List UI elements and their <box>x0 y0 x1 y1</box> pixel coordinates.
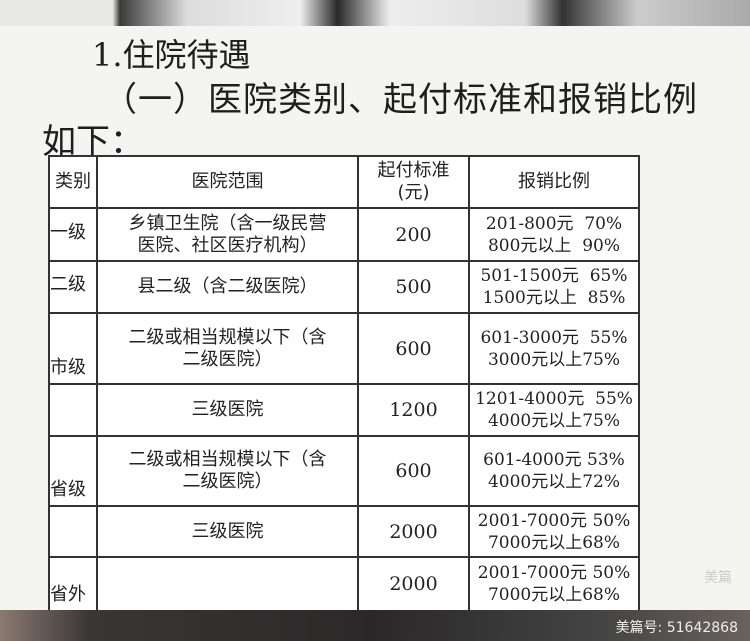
reimbursement-table: 类别 医院范围 起付标准 (元) 报销比例 一级 乡镇卫生院（含一级民营 医院、社区医… <box>48 155 640 612</box>
watermark: 美篇 <box>704 570 732 586</box>
rate-cell: 601-4000元 53% 4000元以上72% <box>468 435 640 507</box>
threshold-cell: 1200 <box>357 383 470 437</box>
scope-cell: 二级或相当规模以下（含 二级医院） <box>96 312 359 385</box>
scope-cell <box>96 556 359 612</box>
header-threshold-unit: (元) <box>397 182 430 203</box>
table-row: 一级 乡镇卫生院（含一级民营 医院、社区医疗机构） 200 201-800元 70% 80… <box>48 207 640 262</box>
category-cell: 一级 <box>48 207 98 262</box>
threshold-cell: 200 <box>357 207 470 262</box>
rate-line: 2001-7000元 50% <box>477 563 631 583</box>
threshold-cell: 2000 <box>357 505 470 558</box>
scope-line: 县二级（含二级医院） <box>137 276 318 297</box>
table-row: 市级 二级或相当规模以下（含 二级医院） 600 601-3000元 55% 3000元以… <box>48 312 640 385</box>
scope-line: 医院、社区医疗机构） <box>137 234 318 256</box>
category-cell: 省外 <box>48 556 98 612</box>
table-row: 三级医院 1200 1201-4000元 55% 4000元以上75% <box>48 383 640 437</box>
category-cell: 二级 <box>48 260 98 314</box>
table-row: 省级 二级或相当规模以下（含 二级医院） 600 601-4000元 53% 4000元以… <box>48 435 640 507</box>
table-header-row: 类别 医院范围 起付标准 (元) 报销比例 <box>48 155 640 209</box>
table-row: 二级 县二级（含二级医院） 500 501-1500元 65% 1500元以上 85% <box>48 260 640 314</box>
rate-line: 601-4000元 53% <box>483 450 625 470</box>
header-rate: 报销比例 <box>468 155 640 209</box>
rate-line: 7000元以上68% <box>487 532 621 553</box>
rate-cell: 2001-7000元 50% 7000元以上68% <box>468 505 640 558</box>
rate-line: 4000元以上72% <box>487 472 621 492</box>
rate-cell: 201-800元 70% 800元以上 90% <box>468 207 640 262</box>
table-row: 省外 2000 2001-7000元 50% 7000元以上68% <box>48 556 640 612</box>
header-scope: 医院范围 <box>96 155 359 209</box>
footer-id: 美篇号: 51642868 <box>615 620 738 636</box>
threshold-cell: 600 <box>357 312 470 385</box>
category-cell <box>48 505 98 558</box>
rate-cell: 1201-4000元 55% 4000元以上75% <box>468 383 640 437</box>
photo-background-top <box>0 0 750 26</box>
threshold-cell: 2000 <box>357 556 470 612</box>
header-category: 类别 <box>48 155 98 209</box>
scope-line: 三级医院 <box>191 520 264 542</box>
scope-line: 二级或相当规模以下（含 <box>128 326 327 348</box>
rate-line: 601-3000元 55% <box>480 327 628 348</box>
rate-line: 1201-4000元 55% <box>475 389 633 409</box>
rate-line: 2001-7000元 50% <box>477 510 631 531</box>
rate-cell: 501-1500元 65% 1500元以上 85% <box>468 260 640 314</box>
category-cell <box>48 383 98 437</box>
section-heading: 1.住院待遇 <box>92 36 251 74</box>
threshold-cell: 500 <box>357 260 470 314</box>
rate-line: 4000元以上75% <box>487 411 621 431</box>
photo-background-bottom <box>0 610 750 641</box>
subsection-heading: （一）医院类别、起付标准和报销比例 <box>103 80 698 120</box>
rate-line: 201-800元 70% <box>485 213 623 234</box>
rate-line: 7000元以上68% <box>487 585 621 605</box>
header-threshold: 起付标准 (元) <box>357 155 470 209</box>
rate-cell: 2001-7000元 50% 7000元以上68% <box>468 556 640 612</box>
scope-cell: 县二级（含二级医院） <box>96 260 359 314</box>
scope-cell: 乡镇卫生院（含一级民营 医院、社区医疗机构） <box>96 207 359 262</box>
rate-cell: 601-3000元 55% 3000元以上75% <box>468 312 640 385</box>
threshold-cell: 600 <box>357 435 470 507</box>
scope-line: 二级医院） <box>182 471 273 492</box>
scope-cell: 三级医院 <box>96 383 359 437</box>
rate-line: 1500元以上 85% <box>482 288 626 308</box>
scope-cell: 二级或相当规模以下（含 二级医院） <box>96 435 359 507</box>
category-cell: 省级 <box>48 435 98 507</box>
scope-line: 三级医院 <box>191 399 264 420</box>
table-row: 三级医院 2000 2001-7000元 50% 7000元以上68% <box>48 505 640 558</box>
header-threshold-line: 起付标准 <box>377 160 450 181</box>
rate-line: 800元以上 90% <box>487 235 621 256</box>
rate-line: 3000元以上75% <box>487 349 621 370</box>
rate-line: 501-1500元 65% <box>480 266 628 286</box>
category-cell: 市级 <box>48 312 98 385</box>
scope-line: 二级或相当规模以下（含 <box>128 449 327 470</box>
scope-line: 乡镇卫生院（含一级民营 <box>128 212 327 234</box>
scope-cell: 三级医院 <box>96 505 359 558</box>
scope-line: 二级医院） <box>182 348 273 370</box>
